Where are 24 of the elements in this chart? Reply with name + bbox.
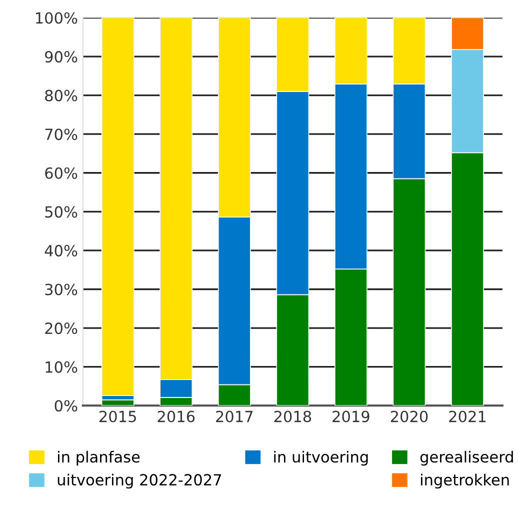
legend-label: gerealiseerd <box>420 450 513 466</box>
legend-label: ingetrokken <box>420 474 509 489</box>
y-tick-label: 10% <box>46 361 78 373</box>
x-tick-label: 2021 <box>449 410 486 422</box>
x-tick-label: 2018 <box>274 410 312 422</box>
y-tick-label: 70% <box>45 128 78 140</box>
y-tick-label: 40% <box>44 244 78 256</box>
y-tick-label: 0% <box>54 400 78 412</box>
bar <box>101 18 134 396</box>
y-tick-label: 100% <box>36 12 78 24</box>
y-tick-label: 20% <box>45 322 78 334</box>
legend-label: in planfase <box>58 450 140 466</box>
y-tick-label: 50% <box>45 206 78 218</box>
y-tick-label: 30% <box>45 284 78 296</box>
x-tick-label: 2015 <box>100 410 136 422</box>
x-tick-label: 2017 <box>216 410 253 422</box>
y-tick-label: 80% <box>45 90 78 102</box>
y-tick-label: 60% <box>45 167 78 179</box>
x-tick-label: 2019 <box>332 410 370 422</box>
legend-label: in uitvoering <box>274 450 368 466</box>
legend-label: uitvoering 2022-2027 <box>58 474 222 489</box>
y-tick-label: 90% <box>45 50 78 63</box>
x-tick-label: 2020 <box>390 410 428 422</box>
x-tick-label: 2016 <box>158 410 195 422</box>
